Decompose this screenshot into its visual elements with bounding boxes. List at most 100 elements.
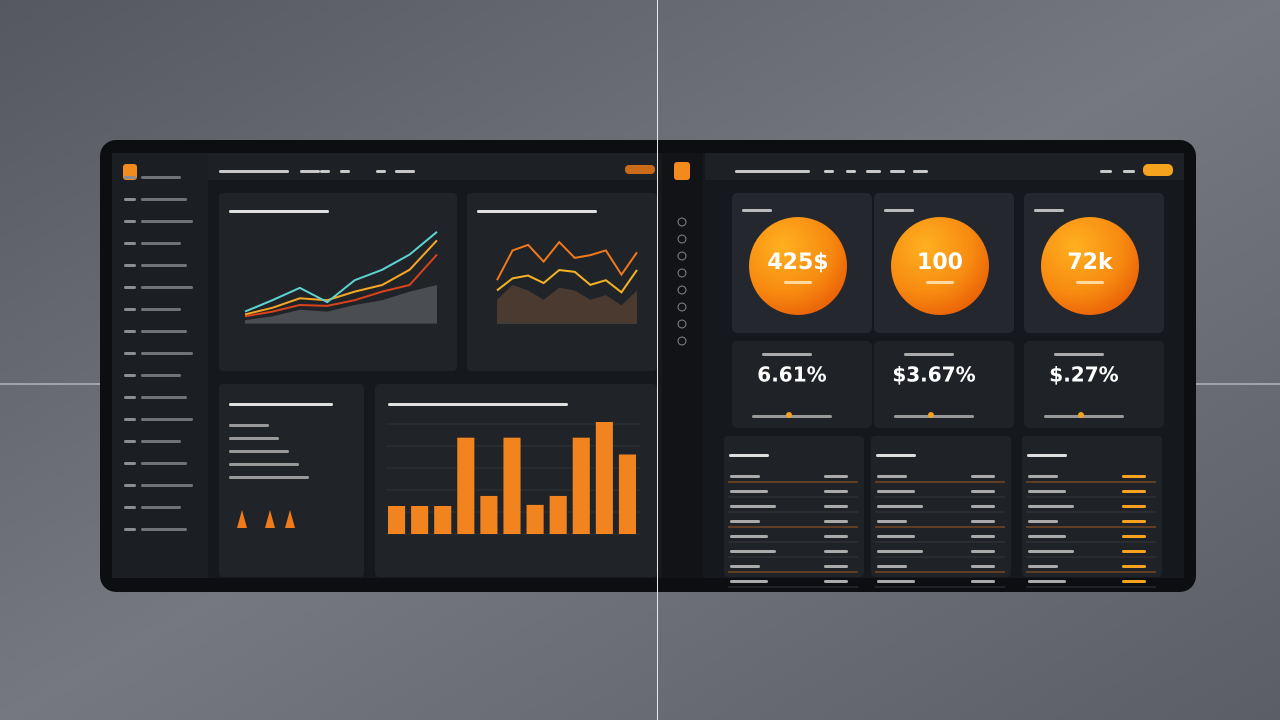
nav-icon[interactable] [677, 234, 687, 244]
text-placeholder [1044, 415, 1124, 418]
text-placeholder [388, 403, 568, 406]
line-series [244, 239, 438, 316]
nav-icon[interactable] [677, 217, 687, 227]
text-placeholder [762, 353, 812, 356]
nav-icon[interactable] [677, 251, 687, 261]
line-series [244, 231, 438, 313]
text-placeholder [824, 535, 848, 538]
circle-value: 72k [1067, 250, 1114, 275]
text-placeholder [1028, 580, 1066, 583]
text-placeholder [229, 450, 289, 453]
text-placeholder [742, 209, 772, 212]
text-placeholder [1122, 565, 1146, 568]
text-placeholder [1028, 505, 1074, 508]
bar [595, 422, 613, 534]
text-placeholder [124, 396, 136, 399]
text-placeholder [1122, 505, 1146, 508]
cards: 425$ 100 72k 6.61% $3.67% $.27% [124, 170, 1164, 588]
text-placeholder [904, 353, 954, 356]
text-placeholder [124, 286, 136, 289]
top-bar [705, 153, 1184, 180]
text-placeholder [1122, 535, 1146, 538]
text-placeholder [1122, 550, 1146, 553]
text-placeholder [876, 454, 916, 457]
line-series [496, 268, 638, 294]
text-placeholder [229, 463, 299, 466]
button[interactable] [1143, 164, 1173, 176]
text-placeholder [141, 484, 193, 487]
text-placeholder [971, 490, 995, 493]
text-placeholder [971, 580, 995, 583]
text-placeholder [971, 550, 995, 553]
text-placeholder [926, 281, 954, 284]
nav-icon[interactable] [677, 268, 687, 278]
kpi-card [732, 341, 872, 428]
text-placeholder [300, 170, 320, 173]
sidebar [662, 153, 703, 578]
text-placeholder [824, 475, 848, 478]
text-placeholder [1123, 170, 1135, 173]
text-placeholder [141, 418, 193, 421]
text-placeholder [1028, 520, 1058, 523]
button[interactable] [625, 165, 655, 174]
text-placeholder [141, 220, 193, 223]
text-placeholder [1054, 353, 1104, 356]
nav-icon[interactable] [677, 319, 687, 329]
text-placeholder [124, 374, 136, 377]
text-placeholder [824, 170, 834, 173]
text-placeholder [824, 565, 848, 568]
icon [265, 510, 275, 528]
text-placeholder [824, 505, 848, 508]
text-placeholder [730, 565, 760, 568]
marks [244, 231, 640, 535]
text-placeholder [229, 437, 279, 440]
text-placeholder [877, 505, 923, 508]
text-placeholder [1076, 281, 1104, 284]
text-placeholder [866, 170, 881, 173]
text-placeholder [477, 210, 597, 213]
text-placeholder [229, 210, 329, 213]
text-placeholder [124, 198, 136, 201]
text-placeholder [1122, 490, 1146, 493]
line-series [496, 240, 638, 281]
text-placeholder [784, 281, 812, 284]
kpi-value: $3.67% [892, 363, 975, 387]
kpi-card [874, 341, 1014, 428]
text-placeholder [913, 170, 928, 173]
bar [526, 504, 544, 534]
text-placeholder [735, 170, 810, 173]
text-placeholder [730, 535, 768, 538]
text-placeholder [730, 490, 768, 493]
text-placeholder [340, 170, 350, 173]
text-placeholder [141, 352, 193, 355]
text-placeholder [395, 170, 415, 173]
bar [549, 495, 567, 534]
bar [572, 437, 590, 534]
panel [219, 193, 457, 371]
text-placeholder [124, 462, 136, 465]
text-placeholder [730, 550, 776, 553]
text-placeholder [141, 242, 181, 245]
nav-icon[interactable] [677, 285, 687, 295]
text-placeholder [971, 505, 995, 508]
text-placeholder [320, 170, 330, 173]
bar [457, 437, 475, 534]
progress-circle [891, 217, 989, 315]
text-placeholder [1027, 454, 1067, 457]
circle-value: 100 [917, 250, 963, 275]
text-placeholder [1100, 170, 1112, 173]
nav-icon[interactable] [677, 302, 687, 312]
text-placeholder [730, 520, 760, 523]
text-placeholder [824, 580, 848, 583]
panel [219, 384, 364, 577]
text-placeholder [124, 506, 136, 509]
icon [237, 510, 247, 528]
text-placeholder [229, 476, 309, 479]
nav-icon[interactable] [677, 336, 687, 346]
text-placeholder [730, 505, 776, 508]
text-placeholder [877, 490, 915, 493]
logo[interactable] [674, 162, 690, 180]
sidebar [112, 153, 208, 578]
kpi-value: $.27% [1049, 363, 1118, 387]
